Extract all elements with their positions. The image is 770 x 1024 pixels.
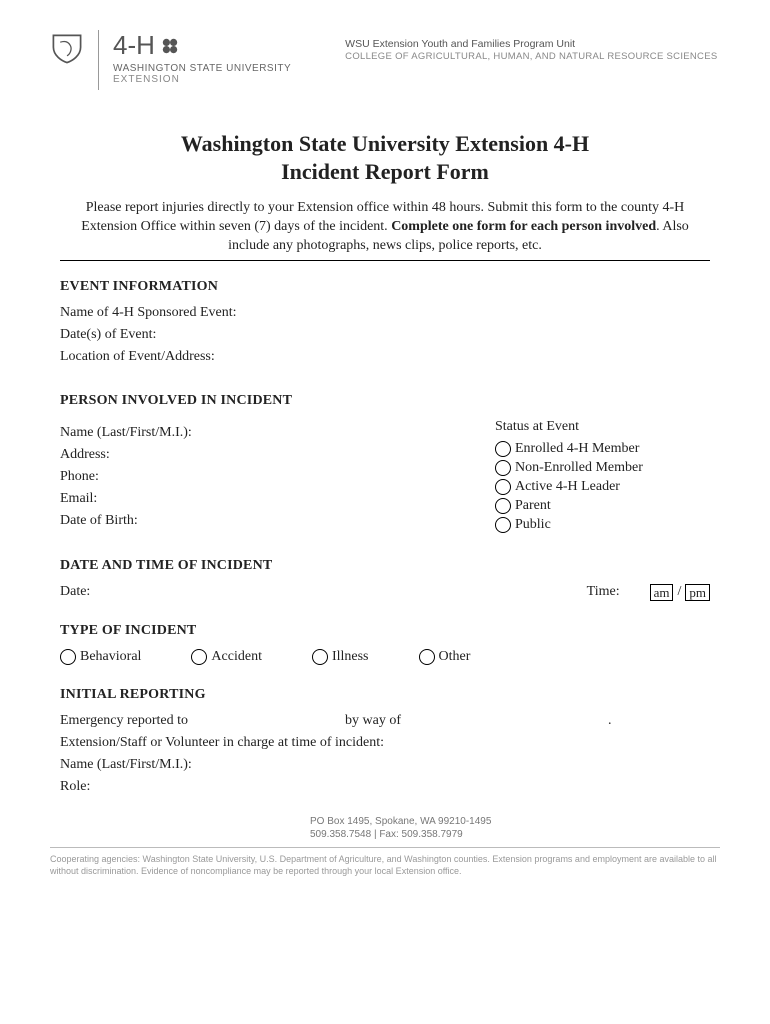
- intro-underline: [60, 260, 710, 261]
- field-person-address: Address:: [60, 447, 485, 463]
- footer-address-block: PO Box 1495, Spokane, WA 99210-1495 509.…: [310, 815, 720, 841]
- radio-icon: [495, 498, 511, 514]
- field-reporting-role: Role:: [60, 779, 710, 795]
- section-type: TYPE OF INCIDENT: [60, 623, 710, 639]
- field-emergency-line: Emergency reported to by way of .: [60, 713, 710, 729]
- ampm-slash: /: [677, 584, 681, 600]
- radio-icon: [495, 460, 511, 476]
- type-label: Other: [439, 649, 471, 665]
- footer-rule: [50, 847, 720, 848]
- intro-paragraph: Please report injuries directly to your …: [60, 199, 710, 256]
- emergency-period: .: [608, 713, 612, 728]
- letterhead: 4-H WASHINGTON STATE UNIVERSITY EXTENSIO…: [50, 30, 720, 90]
- radio-icon: [495, 517, 511, 533]
- emergency-mid: by way of: [345, 713, 401, 728]
- fourh-brand-block: 4-H WASHINGTON STATE UNIVERSITY EXTENSIO…: [113, 30, 291, 85]
- radio-icon: [312, 649, 328, 665]
- emergency-pre: Emergency reported to: [60, 713, 188, 728]
- footer-address: PO Box 1495, Spokane, WA 99210-1495: [310, 815, 720, 828]
- person-fields-column: Name (Last/First/M.I.): Address: Phone: …: [60, 419, 495, 535]
- field-person-email: Email:: [60, 491, 485, 507]
- incident-type-row: Behavioral Accident Illness Other: [60, 649, 710, 665]
- field-reporting-name: Name (Last/First/M.I.):: [60, 757, 710, 773]
- type-option-accident[interactable]: Accident: [191, 649, 262, 665]
- vertical-divider: [98, 30, 99, 90]
- extension-label: EXTENSION: [113, 74, 291, 85]
- pm-box[interactable]: pm: [685, 584, 710, 602]
- college-name: COLLEGE OF AGRICULTURAL, HUMAN, AND NATU…: [345, 51, 717, 62]
- title-line-1: Washington State University Extension 4-…: [50, 130, 720, 158]
- field-person-dob: Date of Birth:: [60, 513, 485, 529]
- status-label: Active 4-H Leader: [515, 479, 620, 495]
- document-title: Washington State University Extension 4-…: [50, 130, 720, 185]
- section-event-info: EVENT INFORMATION: [60, 279, 710, 295]
- header-unit-block: WSU Extension Youth and Families Program…: [345, 38, 717, 62]
- status-option-public[interactable]: Public: [495, 517, 710, 533]
- status-label: Enrolled 4-H Member: [515, 441, 639, 457]
- type-option-illness[interactable]: Illness: [312, 649, 369, 665]
- radio-icon: [495, 479, 511, 495]
- section-datetime: DATE AND TIME OF INCIDENT: [60, 558, 710, 574]
- type-label: Accident: [211, 649, 262, 665]
- wsu-shield-icon: [50, 32, 84, 66]
- radio-icon: [191, 649, 207, 665]
- fourh-wordmark: 4-H: [113, 30, 155, 61]
- field-person-phone: Phone:: [60, 469, 485, 485]
- status-option-leader[interactable]: Active 4-H Leader: [495, 479, 710, 495]
- section-reporting: INITIAL REPORTING: [60, 687, 710, 703]
- type-option-other[interactable]: Other: [419, 649, 471, 665]
- type-label: Behavioral: [80, 649, 141, 665]
- radio-icon: [495, 441, 511, 457]
- type-option-behavioral[interactable]: Behavioral: [60, 649, 141, 665]
- status-label: Parent: [515, 498, 551, 514]
- field-event-name: Name of 4-H Sponsored Event:: [60, 305, 710, 321]
- field-person-name: Name (Last/First/M.I.):: [60, 425, 485, 441]
- field-incident-date: Date:: [60, 584, 587, 600]
- status-label: Non-Enrolled Member: [515, 460, 643, 476]
- status-option-nonenrolled[interactable]: Non-Enrolled Member: [495, 460, 710, 476]
- status-label: Public: [515, 517, 551, 533]
- type-label: Illness: [332, 649, 369, 665]
- university-name: WASHINGTON STATE UNIVERSITY: [113, 63, 291, 74]
- radio-icon: [60, 649, 76, 665]
- status-column: Status at Event Enrolled 4-H Member Non-…: [495, 419, 710, 536]
- intro-bold: Complete one form for each person involv…: [391, 219, 656, 234]
- clover-icon: [161, 37, 179, 55]
- am-box[interactable]: am: [650, 584, 674, 602]
- unit-name: WSU Extension Youth and Families Program…: [345, 38, 717, 50]
- title-line-2: Incident Report Form: [50, 158, 720, 186]
- field-incharge: Extension/Staff or Volunteer in charge a…: [60, 735, 710, 751]
- field-incident-time: Time:: [587, 584, 620, 600]
- datetime-row: Date: Time: am / pm: [60, 584, 710, 602]
- field-event-dates: Date(s) of Event:: [60, 327, 710, 343]
- status-heading: Status at Event: [495, 419, 710, 435]
- status-option-parent[interactable]: Parent: [495, 498, 710, 514]
- radio-icon: [419, 649, 435, 665]
- field-event-location: Location of Event/Address:: [60, 349, 710, 365]
- footer-phones: 509.358.7548 | Fax: 509.358.7979: [310, 828, 720, 841]
- footer-note: Cooperating agencies: Washington State U…: [50, 854, 720, 877]
- status-option-enrolled[interactable]: Enrolled 4-H Member: [495, 441, 710, 457]
- section-person: PERSON INVOLVED IN INCIDENT: [60, 393, 710, 409]
